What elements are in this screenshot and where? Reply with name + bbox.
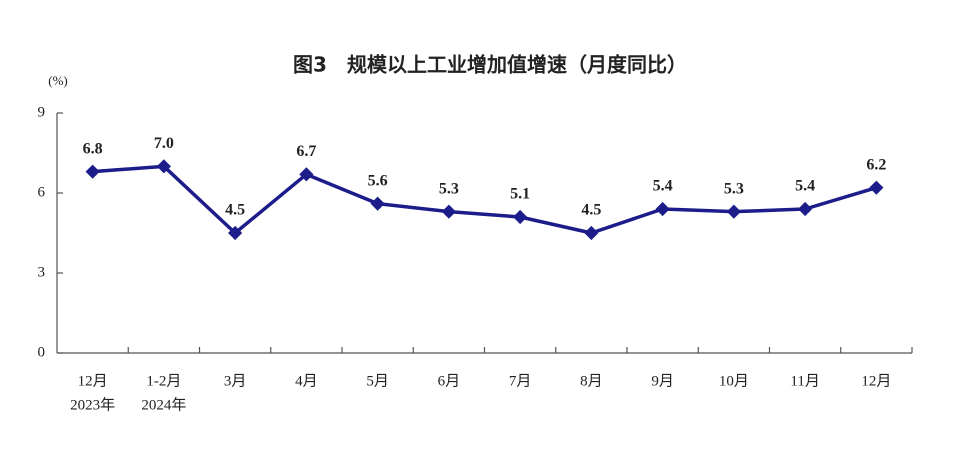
x-tick-label: 7月	[509, 373, 532, 389]
value-label: 5.4	[795, 178, 815, 195]
value-label: 6.8	[83, 140, 103, 157]
value-label: 4.5	[581, 202, 601, 219]
data-point	[370, 196, 385, 211]
y-tick-label: 6	[38, 184, 46, 200]
data-point	[869, 180, 884, 195]
x-tick-label: 12月	[78, 373, 108, 389]
value-label: 4.5	[225, 202, 245, 219]
x-tick-label: 9月	[651, 373, 674, 389]
y-tick-label: 0	[38, 344, 46, 360]
x-tick-label: 11月	[790, 373, 819, 389]
x-tick-label: 3月	[224, 373, 247, 389]
value-label: 5.1	[510, 186, 530, 203]
x-sublabel: 2023年	[70, 396, 115, 413]
x-tick-label: 6月	[438, 373, 461, 389]
x-tick-label: 8月	[580, 373, 603, 389]
x-tick-label: 4月	[295, 373, 318, 389]
value-label: 5.3	[724, 180, 744, 197]
series-line	[92, 164, 877, 235]
data-point	[726, 204, 741, 219]
x-tick-label: 1-2月	[146, 373, 181, 389]
y-tick-label: 3	[38, 264, 46, 280]
value-label: 5.3	[439, 180, 459, 197]
value-label: 7.0	[154, 135, 174, 152]
x-tick-label: 12月	[861, 373, 891, 389]
y-tick-label: 9	[38, 104, 46, 120]
data-point	[441, 204, 456, 219]
data-point	[156, 159, 171, 174]
x-tick-label: 10月	[719, 373, 749, 389]
x-tick-label: 5月	[366, 373, 389, 389]
value-label: 6.2	[866, 156, 886, 173]
chart-title: 图3 规模以上工业增加值增速（月度同比）	[293, 53, 687, 77]
data-point	[85, 164, 100, 179]
data-point	[228, 225, 243, 241]
x-sublabel: 2024年	[141, 396, 186, 413]
data-point	[798, 201, 813, 217]
data-point	[655, 201, 670, 217]
data-point	[299, 167, 314, 182]
value-label: 5.6	[368, 172, 388, 189]
value-label: 6.7	[296, 143, 316, 160]
y-unit: (%)	[48, 73, 68, 88]
data-point	[513, 209, 528, 225]
data-point	[584, 225, 599, 241]
value-label: 5.4	[653, 178, 673, 195]
